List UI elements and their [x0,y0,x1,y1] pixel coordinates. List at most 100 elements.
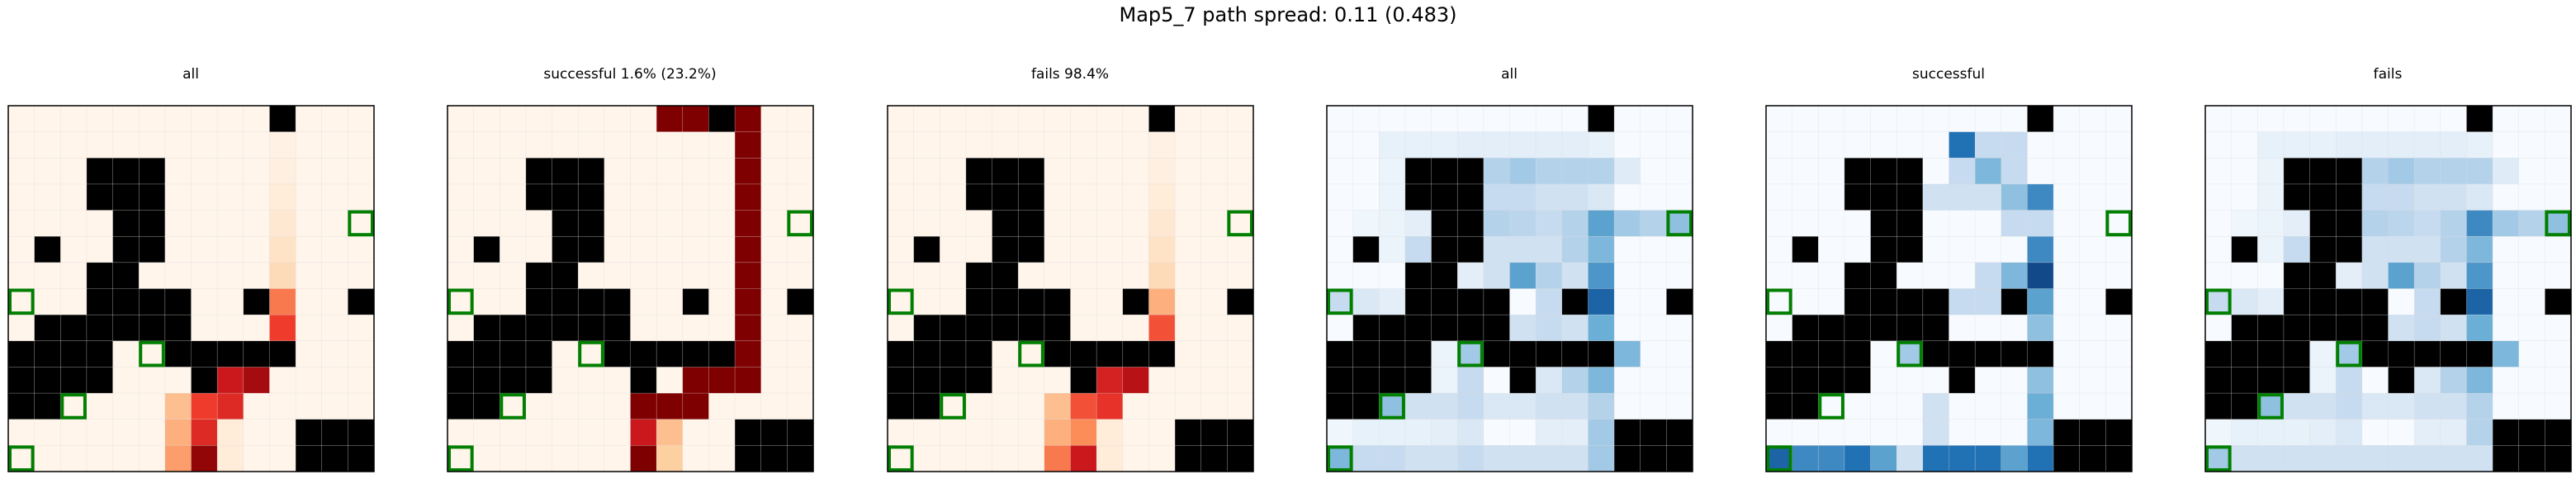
heatmap-cell [1509,210,1537,237]
heatmap-cell [735,158,761,184]
heatmap-cell [656,419,683,446]
wall-cell [1949,367,1976,394]
heatmap-cell [1588,288,1615,315]
heatmap-cell [2388,445,2415,472]
panel-title-1: all [182,66,199,83]
heatmap-cell [2388,315,2415,341]
heatmap-cell [1431,367,1458,394]
heatmap-cell [1044,445,1071,472]
wall-cell [321,419,348,446]
wall-cell [473,367,500,394]
wall-cell [2414,340,2441,368]
wall-cell [2027,340,2054,368]
wall-cell [2079,419,2106,446]
wall-cell [1327,340,1353,368]
goal-marker [1766,445,1792,472]
heatmap-cell [2466,419,2493,446]
panel-frame [7,105,375,472]
wall-cell [348,445,374,472]
goal-marker [1327,288,1353,315]
heatmap-cell [2257,131,2284,159]
heatmap-cell [2440,183,2467,211]
panel-title-5: successful [1912,66,1985,83]
heatmap-cell [1379,445,1405,472]
heatmap-cell [191,393,218,420]
heatmap-cell [2518,210,2545,237]
heatmap-cell [2361,210,2389,237]
wall-cell [1766,340,1792,368]
heatmap-panel-4 [1326,105,1693,472]
wall-cell [1018,315,1044,341]
heatmap-cell [2361,236,2389,263]
wall-cell [525,262,552,289]
wall-cell [1666,445,1693,472]
heatmap-cell [1327,445,1353,472]
wall-cell [243,340,270,368]
wall-cell [348,419,374,446]
wall-cell [1870,236,1897,263]
heatmap-cell [2466,315,2493,341]
wall-cell [2518,445,2545,472]
wall-cell [2079,445,2106,472]
wall-cell [965,158,992,184]
wall-cell [682,288,709,315]
heatmap-cell [1536,210,1562,237]
wall-cell [2309,210,2337,237]
wall-cell [1352,315,1380,341]
heatmap-cell [1536,419,1562,446]
heatmap-cell [2388,393,2415,420]
heatmap-cell [2001,445,2028,472]
heatmap-cell [1509,315,1537,341]
wall-cell [940,340,966,368]
wall-cell [2440,340,2467,368]
heatmap-cell [1044,393,1071,420]
wall-cell [1614,419,1641,446]
heatmap-cell [243,367,270,394]
wall-cell [913,340,940,368]
heatmap-cell [2283,236,2310,263]
heatmap-cell [735,236,761,263]
wall-cell [1227,419,1253,446]
wall-cell [86,315,113,341]
heatmap-cell [2336,340,2362,368]
heatmap-cell [2493,340,2519,368]
heatmap-cell [1457,393,1484,420]
heatmap-cell [2027,288,2054,315]
wall-cell [1896,183,1923,211]
wall-cell [1044,315,1071,341]
heatmap-cell [1561,158,1589,184]
heatmap-cell [2440,315,2467,341]
panel-title-3: fails 98.4% [1030,66,1110,83]
wall-cell [1431,183,1458,211]
heatmap-cell [2309,340,2337,368]
wall-cell [965,262,992,289]
heatmap-cell [1792,445,1819,472]
wall-cell [913,393,940,420]
wall-cell [112,183,140,211]
wall-cell [112,236,140,263]
wall-cell [1018,288,1044,315]
heatmap-cell [1148,158,1176,184]
heatmap-cell [164,419,192,446]
heatmap-cell [1509,262,1537,289]
heatmap-cell [2027,445,2054,472]
wall-cell [34,315,61,341]
wall-cell [1896,288,1923,315]
heatmap-cell [735,340,761,368]
heatmap-cell [2309,445,2337,472]
wall-cell [2309,236,2337,263]
heatmap-cell [2388,262,2415,289]
wall-cell [1175,419,1201,446]
wall-cell [2231,393,2258,420]
wall-cell [60,315,87,341]
wall-cell [525,315,552,341]
wall-cell [552,262,579,289]
wall-cell [269,340,296,368]
heatmap-cell [1352,288,1380,315]
heatmap-cell [735,367,761,394]
wall-cell [500,315,526,341]
heatmap-cell [269,183,296,211]
heatmap-cell [1457,419,1484,446]
wall-cell [992,315,1019,341]
wall-cell [1404,288,1432,315]
